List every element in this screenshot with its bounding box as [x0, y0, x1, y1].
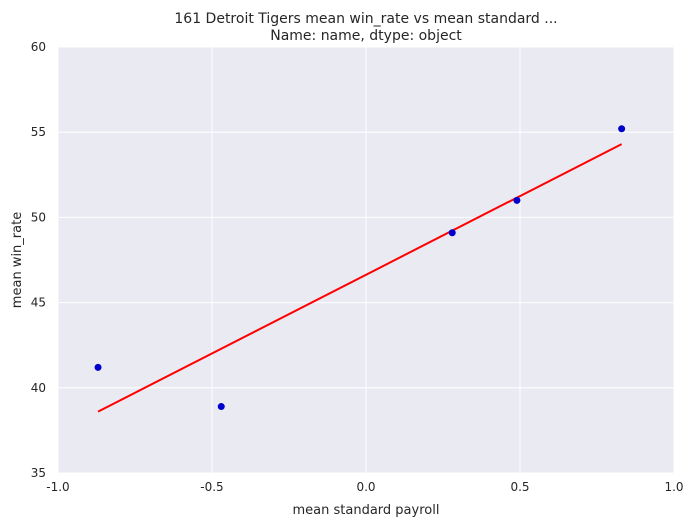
data-point	[217, 403, 225, 411]
fit-line	[97, 143, 623, 413]
data-point	[618, 125, 626, 133]
x-tick-label: -1.0	[46, 480, 69, 494]
x-tick-labels: -1.0 -0.5 0.0 0.5 1.0	[46, 480, 683, 494]
x-tick-label: 0.0	[356, 480, 375, 494]
x-tick-label: 1.0	[664, 480, 683, 494]
data-points	[94, 125, 626, 411]
y-tick-label: 45	[31, 296, 46, 310]
x-axis-label: mean standard payroll	[293, 503, 440, 518]
y-tick-label: 55	[31, 125, 46, 139]
y-axis-label: mean win_rate	[10, 212, 25, 308]
chart-title: 161 Detroit Tigers mean win_rate vs mean…	[174, 11, 557, 27]
y-tick-labels: 35 40 45 50 55 60	[31, 40, 46, 480]
x-tick-label: 0.5	[510, 480, 529, 494]
y-tick-label: 40	[31, 381, 46, 395]
data-point	[513, 196, 521, 204]
grid-lines	[57, 46, 675, 474]
y-tick-label: 60	[31, 40, 46, 54]
data-point	[448, 229, 456, 237]
fit-line-group	[97, 143, 623, 413]
chart-subtitle: Name: name, dtype: object	[270, 28, 462, 44]
y-tick-label: 50	[31, 210, 46, 224]
y-tick-label: 35	[31, 466, 46, 480]
x-tick-label: -0.5	[200, 480, 223, 494]
data-point	[94, 363, 102, 371]
